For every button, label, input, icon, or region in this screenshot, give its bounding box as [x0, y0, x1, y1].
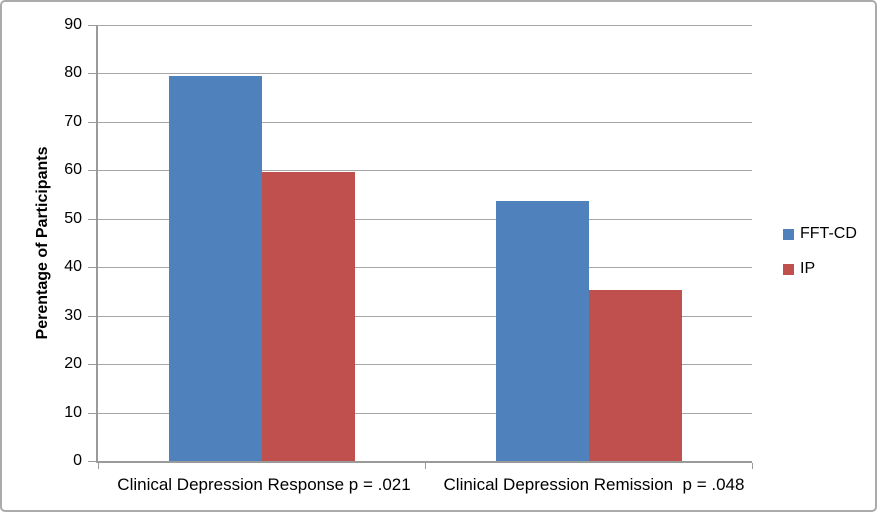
y-axis-tick-80 — [88, 73, 96, 75]
x-axis-category-label-response: Clinical Depression Response p = .021 — [117, 475, 411, 494]
y-axis-tick-50 — [88, 218, 96, 220]
legend-swatch-ip — [783, 263, 794, 275]
y-gridline-50 — [98, 218, 752, 220]
y-tick-label-60: 60 — [64, 161, 82, 179]
plot-area: 0 10 20 30 40 50 60 70 80 90 — [64, 17, 753, 469]
y-axis-tick-70 — [88, 121, 96, 123]
y-gridline-30 — [98, 315, 752, 317]
bar-ip-group-1 — [588, 289, 682, 461]
y-tick-label-10: 10 — [64, 403, 82, 421]
y-tick-label-20: 20 — [64, 355, 82, 373]
y-axis-tick-40 — [88, 267, 96, 269]
x-axis-tick-0 — [98, 463, 99, 469]
x-axis-tick-1 — [425, 463, 426, 469]
y-gridline-80 — [98, 73, 752, 75]
bar-fft-cd-group-0 — [168, 75, 262, 461]
y-tick-label-80: 80 — [64, 64, 82, 82]
y-axis-tick-60 — [88, 170, 96, 172]
legend-label-fft-cd: FFT-CD — [800, 225, 857, 242]
y-tick-label-40: 40 — [64, 258, 82, 276]
y-axis-tick-90 — [88, 25, 96, 26]
legend-item-fft-cd: FFT-CD — [783, 225, 857, 243]
legend-swatch-fft-cd — [783, 228, 794, 240]
y-gridline-70 — [98, 121, 752, 123]
legend: FFT-CD IP — [783, 225, 857, 295]
y-axis-tick-30 — [88, 315, 96, 317]
bar-fft-cd-group-1 — [495, 200, 589, 461]
y-gridline-90 — [98, 25, 752, 26]
x-axis-category-label-remission: Clinical Depression Remission p = .048 — [443, 475, 745, 494]
legend-item-ip: IP — [783, 260, 857, 278]
y-axis-tick-20 — [88, 364, 96, 366]
y-gridline-10 — [98, 412, 752, 414]
y-axis-tick-0 — [88, 461, 96, 462]
y-tick-label-90: 90 — [64, 16, 82, 33]
y-tick-label-30: 30 — [64, 306, 82, 324]
y-gridline-60 — [98, 170, 752, 172]
x-axis-tick-2 — [752, 463, 753, 469]
bar-ip-group-0 — [261, 171, 355, 461]
y-tick-label-0: 0 — [73, 452, 82, 469]
y-tick-label-50: 50 — [64, 209, 82, 227]
y-axis-tick-10 — [88, 412, 96, 414]
y-tick-label-70: 70 — [64, 112, 82, 130]
legend-label-ip: IP — [800, 260, 816, 277]
y-gridline-20 — [98, 364, 752, 366]
y-gridline-40 — [98, 267, 752, 269]
